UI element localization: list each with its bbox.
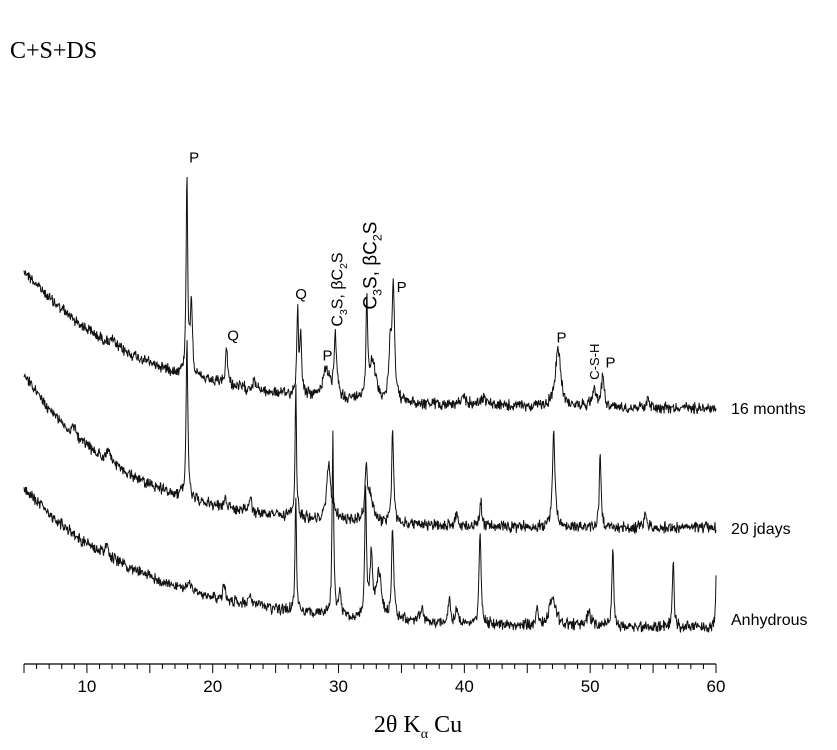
series-line-anhydrous [23, 430, 717, 633]
peak-annotation: C-S-H [587, 344, 602, 380]
peak-annotations: P Q Q P C3S, βC2S C3S, βC2S P P C-S-H P [189, 149, 615, 379]
x-axis-label-prefix: 2θ K [374, 712, 421, 738]
x-tick-label: 40 [455, 677, 474, 696]
peak-annotation: C3S, βC2S [329, 252, 349, 326]
x-axis-label-suffix: Cu [428, 712, 462, 738]
peak-annotation: P [397, 279, 407, 296]
x-tick-label: 10 [77, 677, 96, 696]
x-axis-ticks: 10 20 30 40 50 60 [23, 664, 726, 696]
peak-annotation: P [556, 330, 566, 347]
peak-annotation: C3S, βC2S [360, 222, 384, 310]
peak-annotation: Q [295, 286, 307, 303]
diffraction-curves [23, 176, 717, 633]
x-tick-label: 60 [707, 677, 726, 696]
series-label: 16 months [731, 401, 806, 418]
peak-annotation: P [322, 347, 332, 364]
peak-annotation: P [189, 149, 199, 166]
peak-annotation: Q [227, 328, 239, 345]
x-axis-label: 2θ Kα Cu [374, 712, 462, 742]
x-tick-label: 50 [581, 677, 600, 696]
series-line-20-jdays [23, 340, 717, 535]
peak-annotation: P [606, 354, 616, 371]
series-label: 20 jdays [731, 521, 791, 538]
x-axis: 10 20 30 40 50 60 [23, 663, 726, 696]
x-axis-label-sub: α [421, 727, 429, 742]
series-label: Anhydrous [731, 612, 808, 629]
chart-title: C+S+DS [10, 38, 97, 64]
x-tick-label: 30 [329, 677, 348, 696]
x-tick-label: 20 [203, 677, 222, 696]
series-labels: 16 months 20 jdays Anhydrous [731, 401, 808, 629]
series-line-16-months [23, 176, 717, 415]
